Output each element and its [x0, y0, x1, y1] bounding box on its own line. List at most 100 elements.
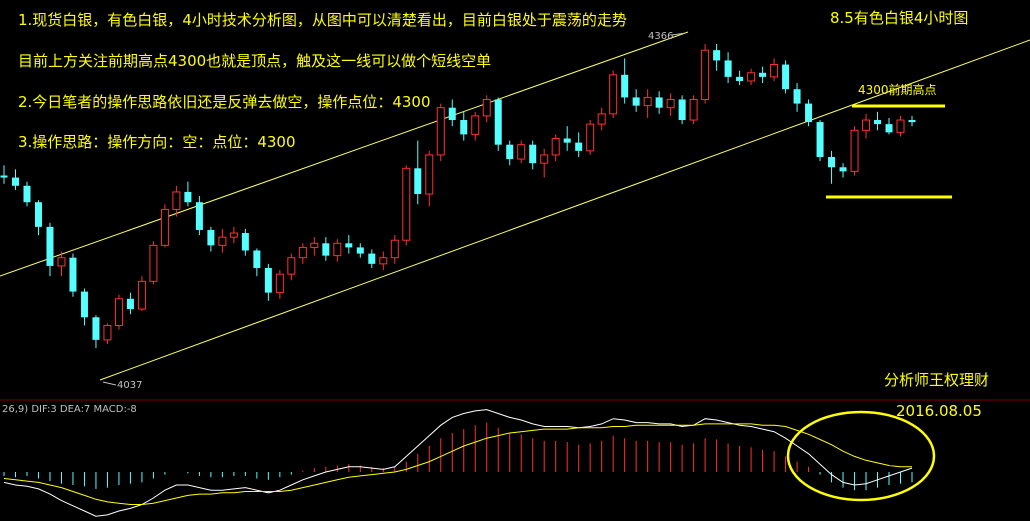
candle-down [793, 89, 801, 104]
channel-lower-line [99, 39, 1030, 381]
candle-down [678, 99, 686, 121]
annotation-line-1: 1.现货白银，有色白银，4小时技术分析图，从图中可以清楚看出，目前白银处于震荡的… [18, 11, 627, 29]
candle-up [160, 208, 169, 246]
candle-down [816, 122, 824, 158]
candle-down [414, 168, 422, 194]
candle-down [264, 267, 272, 293]
candle-down [494, 99, 502, 145]
macd-highlight-ellipse [786, 410, 936, 502]
candle-up [114, 298, 123, 326]
channel-upper-line [0, 31, 689, 277]
macd-dif-line [3, 409, 913, 517]
candle-up [666, 98, 675, 109]
candle-up [850, 129, 859, 172]
candle-up [229, 232, 238, 238]
candle-up [597, 113, 606, 125]
candle-up [57, 257, 66, 267]
candlestick-series [0, 44, 916, 349]
candle-down [126, 298, 134, 310]
candle-up [482, 98, 491, 117]
candle-up [540, 154, 549, 164]
candle-down [207, 229, 215, 246]
annotation-line-3: 2.今日笔者的操作思路依旧还是反弹去做空，操作点位：4300 [18, 93, 431, 111]
candle-up [149, 244, 158, 282]
candle-up [103, 324, 112, 341]
annotation-line-2: 目前上方关注前期高点4300也就是顶点，触及这一线可以做个短线空单 [18, 52, 491, 70]
candle-up [137, 280, 146, 310]
candle-up [425, 154, 434, 195]
candle-down [356, 247, 364, 254]
candle-up [770, 64, 779, 78]
macd-histogram [3, 422, 913, 491]
date-label: 2016.08.05 [896, 402, 982, 420]
candle-up [517, 144, 526, 160]
candle-down [885, 124, 893, 133]
high-label: 4366 [648, 31, 673, 42]
candle-down [782, 64, 790, 90]
candle-down [655, 97, 663, 108]
candle-down [184, 191, 192, 203]
candle-down [368, 253, 376, 264]
macd-dea-line [3, 423, 912, 505]
candle-down [23, 185, 31, 203]
candle-down [506, 144, 514, 160]
candle-down [736, 76, 744, 81]
candle-up [298, 246, 307, 259]
high-marker-arrow [671, 32, 687, 36]
candle-up [747, 72, 756, 82]
candle-up [689, 98, 698, 121]
candle-up [275, 273, 284, 294]
candle-down [908, 120, 916, 123]
candle-up [471, 115, 480, 135]
candle-up [218, 236, 227, 246]
candle-up [609, 74, 618, 115]
candle-down [759, 72, 767, 77]
candle-down [241, 233, 249, 251]
candle-down [839, 167, 847, 172]
candle-down [92, 317, 100, 340]
candle-up [172, 191, 181, 210]
candle-up [310, 242, 319, 248]
candle-down [345, 243, 353, 248]
candle-down [195, 202, 203, 230]
author-label: 分析师王权理财 [884, 371, 989, 389]
candle-up [551, 138, 560, 156]
candle-down [724, 60, 732, 77]
candle-down [874, 120, 882, 125]
candle-down [575, 142, 583, 151]
candle-down [322, 243, 330, 256]
candle-down [828, 157, 836, 168]
candle-down [529, 144, 537, 164]
candle-down [11, 177, 19, 186]
candle-down [46, 226, 54, 266]
candle-up [287, 257, 296, 275]
candle-up [333, 242, 342, 257]
candle-down [713, 50, 721, 61]
low-label: 4037 [117, 380, 142, 391]
candle-down [460, 120, 468, 135]
chart-title: 8.5有色白银4小时图 [830, 9, 968, 27]
low-marker-arrow [102, 381, 117, 386]
candle-up [862, 119, 871, 131]
candle-up [896, 119, 905, 133]
candle-up [402, 167, 411, 241]
candle-down [0, 175, 8, 178]
candle-down [621, 74, 629, 98]
candle-down [34, 202, 42, 227]
candle-down [632, 97, 640, 106]
candle-up [701, 49, 710, 100]
candle-up [390, 239, 399, 259]
candle-down [253, 250, 261, 268]
candle-up [643, 96, 652, 107]
annotation-line-4: 3.操作思路：操作方向：空：点位：4300 [18, 133, 296, 151]
candle-down [448, 107, 456, 121]
candle-down [69, 257, 77, 292]
resistance-label: 4300前期高点 [858, 82, 937, 97]
candle-down [80, 291, 88, 318]
candle-up [436, 107, 445, 156]
candle-up [586, 123, 595, 152]
candle-down [563, 138, 571, 143]
candle-up [379, 257, 388, 265]
